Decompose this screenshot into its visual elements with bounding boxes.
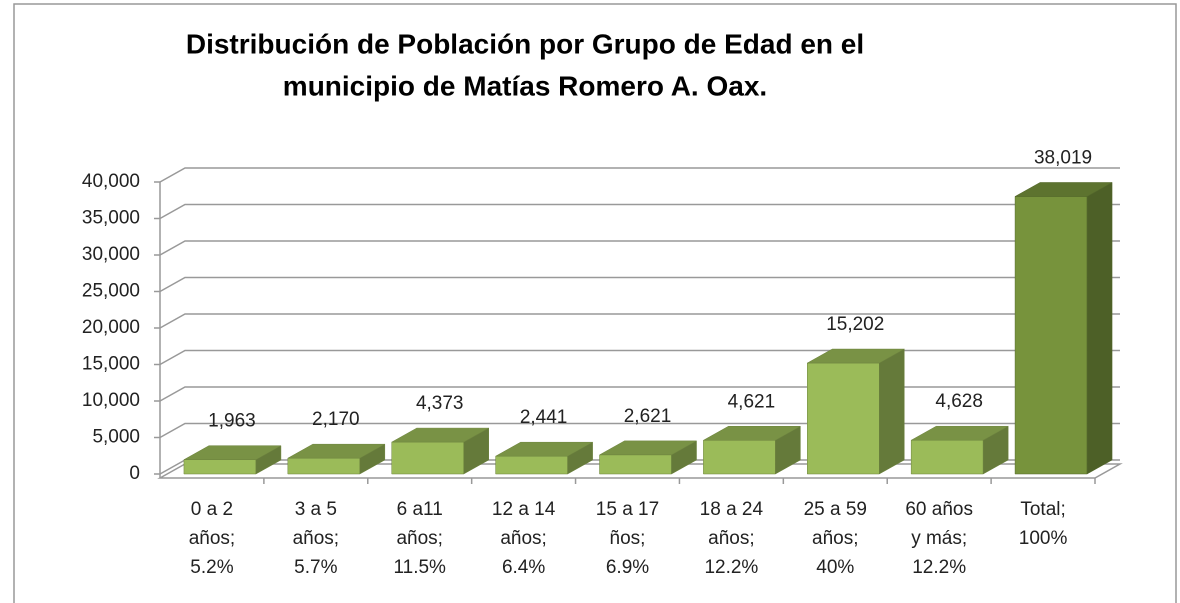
grid-line [159,349,1120,366]
x-tick-label: años; [708,528,754,549]
bar-top [702,426,802,441]
x-tick-label: años; [189,528,235,549]
bar-front [1014,196,1088,475]
bar [390,427,490,475]
bar-top [286,443,386,459]
x-tick-label: 3 a 5 [295,499,337,520]
y-tick-label: 10,000 [82,390,140,411]
bar-top [910,425,1010,441]
x-tick-label: Total; [1020,499,1065,520]
bar [702,425,802,475]
bar [286,443,386,475]
data-label: 2,621 [624,406,672,427]
x-tick-label: 11.5% [393,557,446,578]
y-tick-label: 0 [129,463,140,484]
data-label: 4,628 [935,391,983,412]
bar-front [807,362,880,475]
x-tick-label: y más; [911,528,967,549]
bar-top [1014,182,1114,197]
y-tick-label: 40,000 [82,171,140,192]
x-tick-label: 6 a11 [397,499,443,520]
x-tick-label: 15 a 17 [596,499,659,520]
data-label: 15,202 [826,314,884,335]
x-tick-label: 100% [1019,528,1068,549]
data-label: 4,621 [728,391,776,412]
bar-front [495,455,568,475]
bar [1014,182,1114,475]
bar-side [879,348,905,475]
grid-line [159,276,1120,293]
bar-top [598,440,698,456]
x-tick-label: 40% [816,557,854,578]
grid-line [159,313,1120,329]
bar [182,445,282,475]
chart-title: Distribución de Población por Grupo de E… [186,28,864,59]
x-tick-label: años; [396,528,442,549]
x-tick-label: 25 a 59 [804,499,867,520]
grid-line [159,167,1120,183]
bar-top [182,445,282,460]
data-label: 4,373 [416,393,464,414]
x-tick-label: 60 años [905,499,973,520]
x-tick-label: años; [812,528,858,549]
x-tick-label: 6.9% [606,557,649,578]
grid-line [159,203,1120,220]
y-tick-label: 25,000 [82,281,140,302]
y-tick-label: 35,000 [82,208,140,229]
bar [910,425,1010,475]
bar-front [391,441,464,475]
x-tick-label: 5.2% [190,557,233,578]
data-label: 2,441 [520,407,568,428]
bar-front [183,459,257,475]
x-tick-label: años; [293,528,339,549]
data-label: 2,170 [312,409,360,430]
grid-line [159,240,1120,256]
chart-title: municipio de Matías Romero A. Oax. [283,70,767,101]
bar [598,440,698,475]
x-tick-label: años; [500,528,546,549]
x-tick-label: 12.2% [912,557,966,578]
bar-top [806,348,906,364]
data-label: 38,019 [1034,147,1092,168]
bar-front [703,440,776,475]
x-tick-label: 12.2% [704,557,758,578]
x-tick-label: 5.7% [294,557,337,578]
x-tick-label: 6.4% [502,557,545,578]
bar-front [910,439,984,475]
y-tick-label: 20,000 [82,317,140,338]
x-tick-label: 18 a 24 [700,499,764,520]
y-tick-label: 15,000 [82,354,140,375]
x-tick-label: ños; [610,528,646,549]
bar-front [287,457,361,475]
data-label: 1,963 [208,411,256,432]
chart-frame [13,3,1177,603]
bar [494,441,594,475]
x-tick-label: 0 a 2 [191,499,233,520]
bar-front [599,454,672,475]
bar-top [390,427,490,443]
bar-top [494,441,594,457]
y-tick-label: 5,000 [92,427,140,448]
x-tick-label: 12 a 14 [492,499,556,520]
bar-side [1086,182,1113,475]
bar [806,348,906,475]
y-tick-label: 30,000 [82,244,140,265]
